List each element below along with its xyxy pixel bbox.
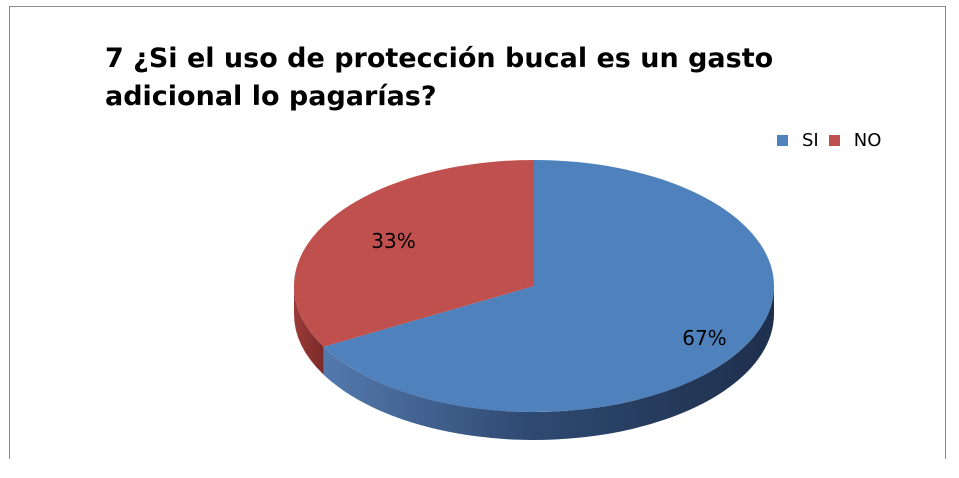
legend-swatch-no [828,135,840,146]
legend: SI NO [777,130,891,151]
legend-swatch-si [777,135,788,146]
legend-item-si: SI [777,130,819,151]
data-label-si: 67% [682,326,726,350]
legend-label-si: SI [802,130,819,151]
pie-side-si [323,286,774,441]
pie-slice-no [293,160,534,347]
chart-title: 7 ¿Si el uso de protección bucal es un g… [105,43,774,112]
legend-item-no: NO [828,130,882,151]
legend-label-no: NO [853,130,882,151]
data-label-no: 33% [371,229,415,253]
pie-slice-si [323,160,774,413]
pie-side-no [294,286,324,375]
